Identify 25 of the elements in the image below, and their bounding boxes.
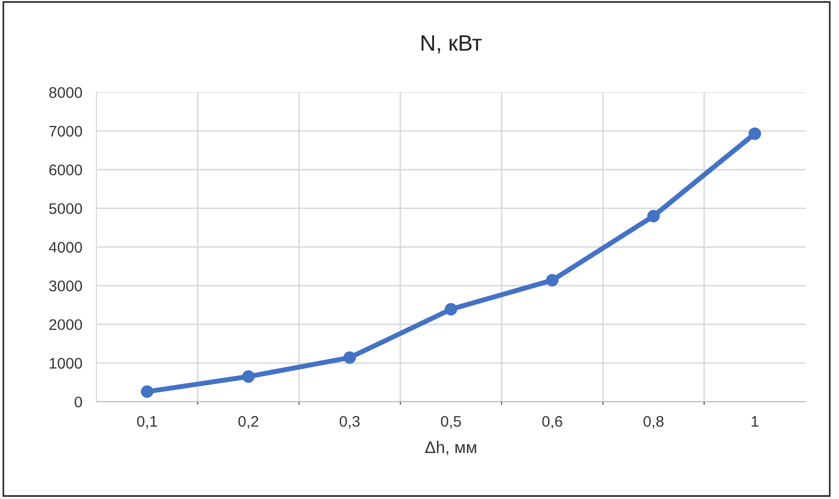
y-tick-label: 1000 xyxy=(50,358,82,369)
y-tick-label: 0 xyxy=(74,396,82,408)
point xyxy=(647,210,660,222)
chart-title: N, кВт xyxy=(422,35,482,54)
y-tick-label: 2000 xyxy=(49,319,82,330)
y-tick-label: 5000 xyxy=(49,203,82,214)
point xyxy=(242,370,255,383)
y-tick-label: 8000 xyxy=(49,87,82,98)
x-tick-label: 0,3 xyxy=(340,416,360,429)
x-tick-label: 0,2 xyxy=(238,416,258,429)
point xyxy=(748,127,762,140)
x-axis-title: Δh, мм xyxy=(425,440,476,456)
x-tick-label: 0,8 xyxy=(644,416,664,429)
x-tick-label: 0,5 xyxy=(440,416,461,429)
point xyxy=(343,351,356,364)
x-tick-label: 1 xyxy=(752,416,758,427)
point xyxy=(140,385,154,398)
y-tick-label: 4000 xyxy=(48,242,82,253)
x-tick-label: 0,1 xyxy=(137,416,157,429)
point xyxy=(444,303,458,316)
y-tick-label: 6000 xyxy=(49,164,82,176)
y-tick-label: 7000 xyxy=(49,126,82,137)
point xyxy=(546,274,558,287)
x-tick-label: 0,6 xyxy=(542,416,562,429)
y-tick-label: 3000 xyxy=(49,280,82,292)
